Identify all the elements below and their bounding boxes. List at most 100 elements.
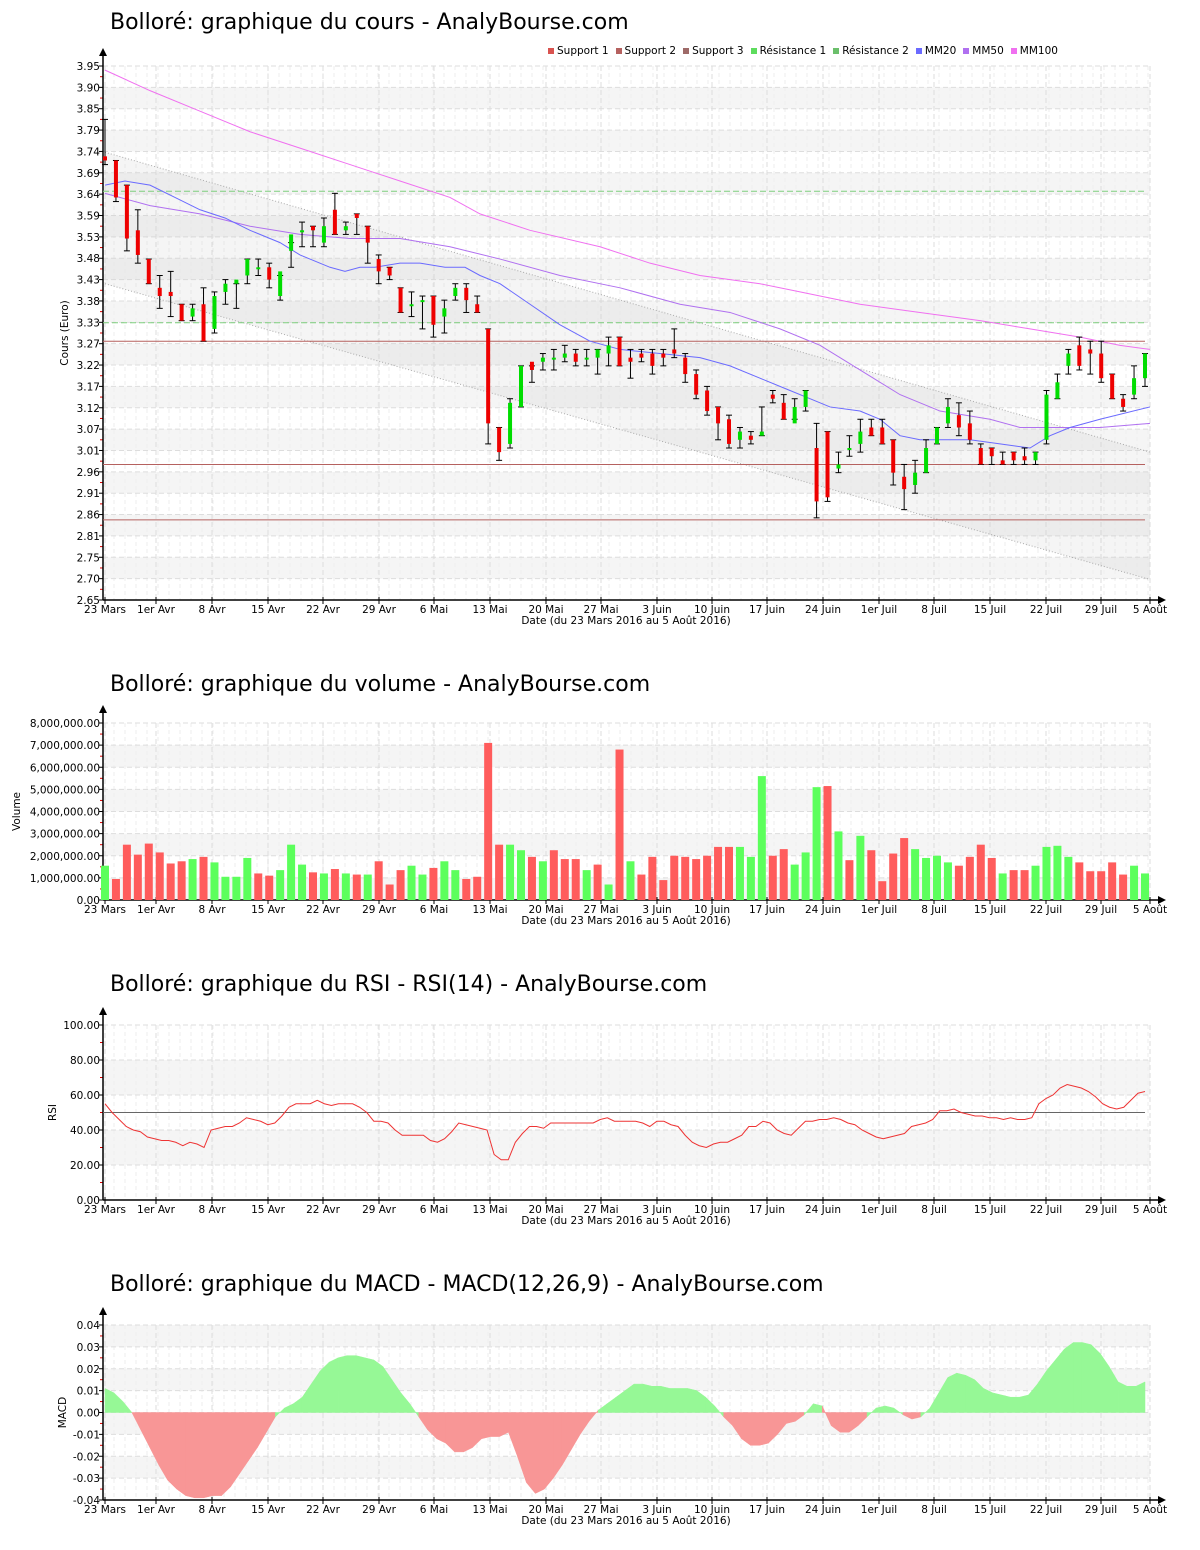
svg-text:3 Juin: 3 Juin: [642, 1204, 671, 1216]
svg-text:23 Mars: 23 Mars: [84, 604, 126, 616]
legend-label: MM100: [1019, 45, 1058, 57]
legend-label: MM20: [924, 45, 957, 57]
svg-text:RSI: RSI: [47, 1104, 59, 1121]
svg-text:3.43: 3.43: [77, 275, 100, 287]
svg-text:100.00: 100.00: [63, 1020, 100, 1032]
svg-text:29 Avr: 29 Avr: [362, 1204, 396, 1216]
svg-text:27 Mai: 27 Mai: [583, 904, 618, 916]
svg-text:0.00: 0.00: [77, 1408, 100, 1420]
svg-text:2.81: 2.81: [77, 531, 100, 543]
svg-text:3.27: 3.27: [77, 339, 100, 351]
macd-area-chart: 0.04 0.03 0.02 0.01 0.00 -0.01 -0.02 -0.03 -0.04…: [57, 1307, 1167, 1527]
rsi-chart-title: Bolloré: graphique du RSI - RSI(14) - An…: [110, 972, 708, 997]
svg-text:24 Juin: 24 Juin: [805, 1504, 841, 1516]
svg-text:27 Mai: 27 Mai: [583, 604, 618, 616]
svg-text:6 Mai: 6 Mai: [420, 604, 448, 616]
svg-text:29 Juil: 29 Juil: [1085, 904, 1117, 916]
volume-bar-chart: 8,000,000.00 7,000,000.00 6,000,000.00 5,00…: [11, 705, 1167, 927]
svg-text:5 Août: 5 Août: [1133, 1204, 1167, 1216]
svg-text:24 Juin: 24 Juin: [805, 604, 841, 616]
svg-text:22 Juil: 22 Juil: [1030, 1204, 1062, 1216]
svg-text:3,000,000.00: 3,000,000.00: [30, 829, 100, 841]
svg-text:5 Août: 5 Août: [1133, 604, 1167, 616]
svg-text:40.00: 40.00: [70, 1125, 100, 1137]
svg-text:3.01: 3.01: [77, 445, 100, 457]
legend-label: MM50: [972, 45, 1004, 57]
svg-text:5 Août: 5 Août: [1133, 1504, 1167, 1516]
svg-text:13 Mai: 13 Mai: [472, 1504, 507, 1516]
svg-text:29 Juil: 29 Juil: [1085, 1204, 1117, 1216]
svg-text:-0.02: -0.02: [73, 1451, 100, 1463]
svg-text:17 Juin: 17 Juin: [749, 1504, 785, 1516]
svg-text:20 Mai: 20 Mai: [528, 1504, 563, 1516]
svg-text:6 Mai: 6 Mai: [420, 1204, 448, 1216]
svg-text:80.00: 80.00: [70, 1055, 100, 1067]
svg-text:20 Mai: 20 Mai: [528, 604, 563, 616]
svg-text:24 Juin: 24 Juin: [805, 1204, 841, 1216]
svg-text:10 Juin: 10 Juin: [694, 1204, 730, 1216]
svg-text:1er Juil: 1er Juil: [861, 1204, 897, 1216]
svg-text:1,000,000.00: 1,000,000.00: [30, 873, 100, 885]
svg-text:13 Mai: 13 Mai: [472, 604, 507, 616]
legend-label: Support 1: [557, 45, 609, 57]
svg-text:1er Avr: 1er Avr: [137, 1204, 176, 1216]
svg-text:Date (du 23 Mars 2016 au 5 Aoû: Date (du 23 Mars 2016 au 5 Août 2016): [521, 1515, 730, 1527]
svg-text:10 Juin: 10 Juin: [694, 1504, 730, 1516]
svg-text:15 Juil: 15 Juil: [974, 1204, 1006, 1216]
svg-text:3.59: 3.59: [77, 211, 100, 223]
svg-text:8 Juil: 8 Juil: [921, 604, 947, 616]
svg-text:7,000,000.00: 7,000,000.00: [30, 740, 100, 752]
svg-text:2.70: 2.70: [77, 574, 100, 586]
svg-text:3.53: 3.53: [77, 232, 100, 244]
legend-swatch-icon: [833, 48, 840, 54]
svg-text:60.00: 60.00: [70, 1090, 100, 1102]
svg-text:3.07: 3.07: [77, 424, 100, 436]
svg-text:8 Avr: 8 Avr: [198, 1204, 226, 1216]
legend-item: Support 3: [683, 45, 744, 57]
svg-text:3.33: 3.33: [77, 317, 100, 329]
svg-text:22 Juil: 22 Juil: [1030, 604, 1062, 616]
svg-text:3.95: 3.95: [77, 61, 100, 73]
svg-text:10 Juin: 10 Juin: [694, 604, 730, 616]
svg-text:6,000,000.00: 6,000,000.00: [30, 762, 100, 774]
macd-chart-title: Bolloré: graphique du MACD - MACD(12,26,…: [110, 1272, 824, 1297]
svg-text:29 Avr: 29 Avr: [362, 604, 396, 616]
svg-text:2.91: 2.91: [77, 488, 100, 500]
svg-text:29 Juil: 29 Juil: [1085, 604, 1117, 616]
svg-text:17 Juin: 17 Juin: [749, 1204, 785, 1216]
legend-swatch-icon: [615, 48, 622, 54]
legend-swatch-icon: [750, 48, 757, 54]
svg-text:29 Juil: 29 Juil: [1085, 1504, 1117, 1516]
svg-text:29 Avr: 29 Avr: [362, 904, 396, 916]
svg-text:Cours (Euro): Cours (Euro): [59, 300, 71, 366]
svg-text:Date (du 23 Mars 2016 au 5 Aoû: Date (du 23 Mars 2016 au 5 Août 2016): [521, 1215, 730, 1227]
svg-text:15 Juil: 15 Juil: [974, 904, 1006, 916]
svg-text:8,000,000.00: 8,000,000.00: [30, 718, 100, 730]
svg-text:17 Juin: 17 Juin: [749, 604, 785, 616]
svg-text:20 Mai: 20 Mai: [528, 904, 563, 916]
svg-text:15 Avr: 15 Avr: [251, 904, 285, 916]
svg-text:3.38: 3.38: [77, 296, 100, 308]
svg-text:15 Avr: 15 Avr: [251, 604, 285, 616]
svg-text:4,000,000.00: 4,000,000.00: [30, 807, 100, 819]
legend-label: Support 2: [624, 45, 677, 57]
price-chart-legend: Support 1 Support 2 Support 3 Résistance 1 R…: [548, 45, 1061, 57]
svg-text:1er Juil: 1er Juil: [861, 604, 897, 616]
svg-text:29 Avr: 29 Avr: [362, 1504, 396, 1516]
svg-text:3.69: 3.69: [77, 168, 100, 180]
svg-text:22 Avr: 22 Avr: [306, 1204, 340, 1216]
svg-text:3.90: 3.90: [77, 82, 100, 94]
svg-text:3 Juin: 3 Juin: [642, 604, 671, 616]
svg-text:6 Mai: 6 Mai: [420, 1504, 448, 1516]
svg-text:27 Mai: 27 Mai: [583, 1504, 618, 1516]
svg-text:15 Juil: 15 Juil: [974, 604, 1006, 616]
svg-text:Date (du 23 Mars 2016 au 5 Aoû: Date (du 23 Mars 2016 au 5 Août 2016): [521, 615, 730, 627]
svg-text:22 Juil: 22 Juil: [1030, 904, 1062, 916]
svg-text:13 Mai: 13 Mai: [472, 1204, 507, 1216]
svg-text:3 Juin: 3 Juin: [642, 1504, 671, 1516]
legend-item: MM100: [1010, 45, 1058, 57]
svg-text:Volume: Volume: [11, 792, 23, 831]
svg-text:20.00: 20.00: [70, 1160, 100, 1172]
svg-text:2.65: 2.65: [77, 595, 100, 607]
